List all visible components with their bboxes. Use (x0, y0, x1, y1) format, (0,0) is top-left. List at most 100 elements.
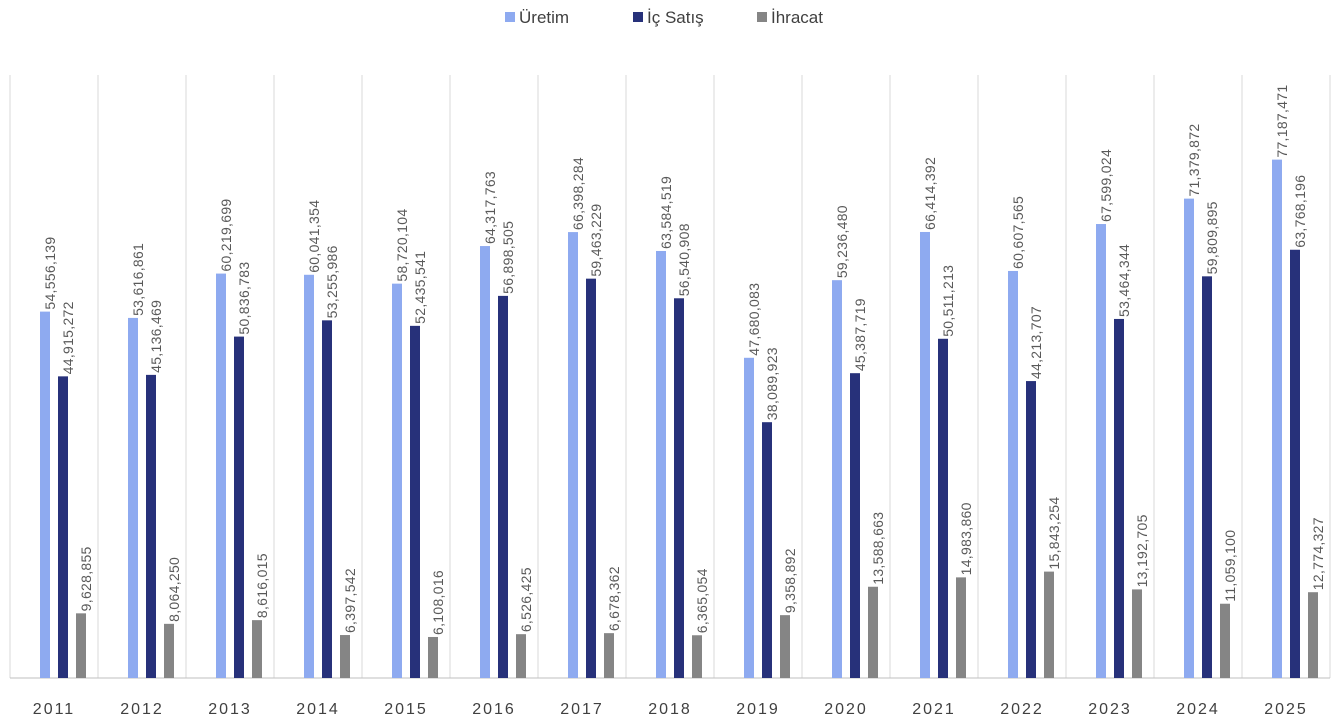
legend-label: İç Satış (647, 8, 704, 27)
bar-2-2021 (956, 577, 966, 678)
x-axis: 2011 2012 2013 2014 2015 2016 2017 2018 2019 2020… (33, 701, 1308, 718)
bar-1-2021 (938, 338, 948, 678)
bar-2-2019 (780, 615, 790, 678)
bar-0-2015 (392, 283, 402, 678)
bar-0-2014 (304, 274, 314, 678)
x-tick-label: 2019 (736, 701, 780, 718)
bar-0-2019 (744, 357, 754, 678)
data-label: 14,983,860 (958, 502, 974, 575)
bar-1-2019 (762, 422, 772, 678)
data-label: 77,187,471 (1274, 85, 1290, 158)
data-label: 38,089,923 (764, 347, 780, 420)
bar-0-2022 (1008, 270, 1018, 678)
x-tick-label: 2018 (648, 701, 692, 718)
data-label: 8,616,015 (254, 553, 270, 618)
legend-swatch (633, 12, 643, 22)
bar-1-2017 (586, 278, 596, 678)
bar-2-2022 (1044, 571, 1054, 678)
bar-0-2023 (1096, 224, 1106, 679)
bar-0-2024 (1184, 198, 1194, 678)
bar-2-2015 (428, 636, 438, 678)
bar-1-2023 (1114, 318, 1124, 678)
data-label: 45,387,719 (852, 298, 868, 371)
bar-1-2024 (1202, 276, 1212, 678)
data-label: 60,607,565 (1010, 196, 1026, 269)
data-label: 50,511,213 (940, 265, 956, 337)
data-label: 59,463,229 (588, 204, 604, 277)
bar-0-2021 (920, 231, 930, 679)
bar-1-2018 (674, 298, 684, 678)
data-label: 44,213,707 (1028, 306, 1044, 379)
data-label: 47,680,083 (746, 283, 762, 356)
data-label: 60,219,699 (218, 198, 234, 271)
data-label: 6,365,054 (694, 568, 710, 633)
legend-label: Üretim (519, 8, 569, 27)
bars (40, 159, 1318, 679)
x-tick-label: 2022 (1000, 701, 1044, 718)
x-tick-label: 2015 (384, 701, 428, 718)
data-label: 53,464,344 (1116, 244, 1132, 317)
data-label: 50,836,783 (236, 262, 252, 335)
bar-2-2012 (164, 623, 174, 678)
data-label: 53,255,986 (324, 245, 340, 318)
data-label: 54,556,139 (42, 237, 58, 310)
x-tick-label: 2020 (824, 701, 868, 718)
bar-0-2018 (656, 250, 666, 679)
data-label: 11,059,100 (1222, 530, 1238, 602)
data-label: 58,720,104 (394, 209, 410, 282)
bar-1-2012 (146, 374, 156, 678)
data-label: 56,898,505 (500, 221, 516, 294)
bar-0-2020 (832, 280, 842, 678)
x-tick-label: 2025 (1264, 701, 1308, 718)
data-label: 8,064,250 (166, 557, 182, 622)
x-tick-label: 2013 (208, 701, 252, 718)
data-label: 45,136,469 (148, 300, 164, 373)
data-label: 12,774,327 (1310, 517, 1326, 590)
bar-1-2020 (850, 373, 860, 678)
bar-2-2023 (1132, 589, 1142, 678)
x-tick-label: 2016 (472, 701, 516, 718)
bar-1-2025 (1290, 249, 1300, 678)
legend-swatch (757, 12, 767, 22)
data-label: 59,809,895 (1204, 201, 1220, 274)
data-label: 13,192,705 (1134, 514, 1150, 587)
x-tick-label: 2017 (560, 701, 604, 718)
x-tick-label: 2021 (912, 701, 956, 718)
legend-swatch (505, 12, 515, 22)
bar-1-2016 (498, 295, 508, 678)
data-label: 71,379,872 (1186, 124, 1202, 197)
bar-2-2024 (1220, 603, 1230, 678)
data-label: 52,435,541 (412, 251, 428, 324)
data-label: 44,915,272 (60, 301, 76, 374)
data-label: 6,678,362 (606, 566, 622, 631)
bar-0-2013 (216, 273, 226, 678)
data-label: 64,317,763 (482, 171, 498, 244)
bar-1-2014 (322, 320, 332, 678)
bar-1-2011 (58, 376, 68, 678)
category-separators (9, 75, 1331, 679)
bar-0-2025 (1272, 159, 1282, 679)
x-tick-label: 2024 (1176, 701, 1220, 718)
x-tick-label: 2012 (120, 701, 164, 718)
x-tick-label: 2014 (296, 701, 340, 718)
data-label: 63,584,519 (658, 176, 674, 249)
x-tick-label: 2023 (1088, 701, 1132, 718)
bar-0-2012 (128, 317, 138, 678)
data-label: 6,108,016 (430, 570, 446, 635)
bar-2-2011 (76, 613, 86, 678)
bar-2-2016 (516, 634, 526, 678)
legend: Üretim İç Satış İhracat (505, 8, 823, 27)
bar-2-2018 (692, 635, 702, 678)
bar-2-2014 (340, 635, 350, 678)
data-label: 66,398,284 (570, 157, 586, 230)
bar-2-2020 (868, 586, 878, 678)
bar-1-2013 (234, 336, 244, 678)
data-label: 66,414,392 (922, 157, 938, 230)
bar-1-2015 (410, 325, 420, 678)
bar-0-2016 (480, 246, 490, 678)
data-label: 60,041,354 (306, 200, 322, 273)
x-tick-label: 2011 (33, 701, 75, 718)
bar-0-2017 (568, 232, 578, 678)
data-label: 9,628,855 (78, 546, 94, 611)
